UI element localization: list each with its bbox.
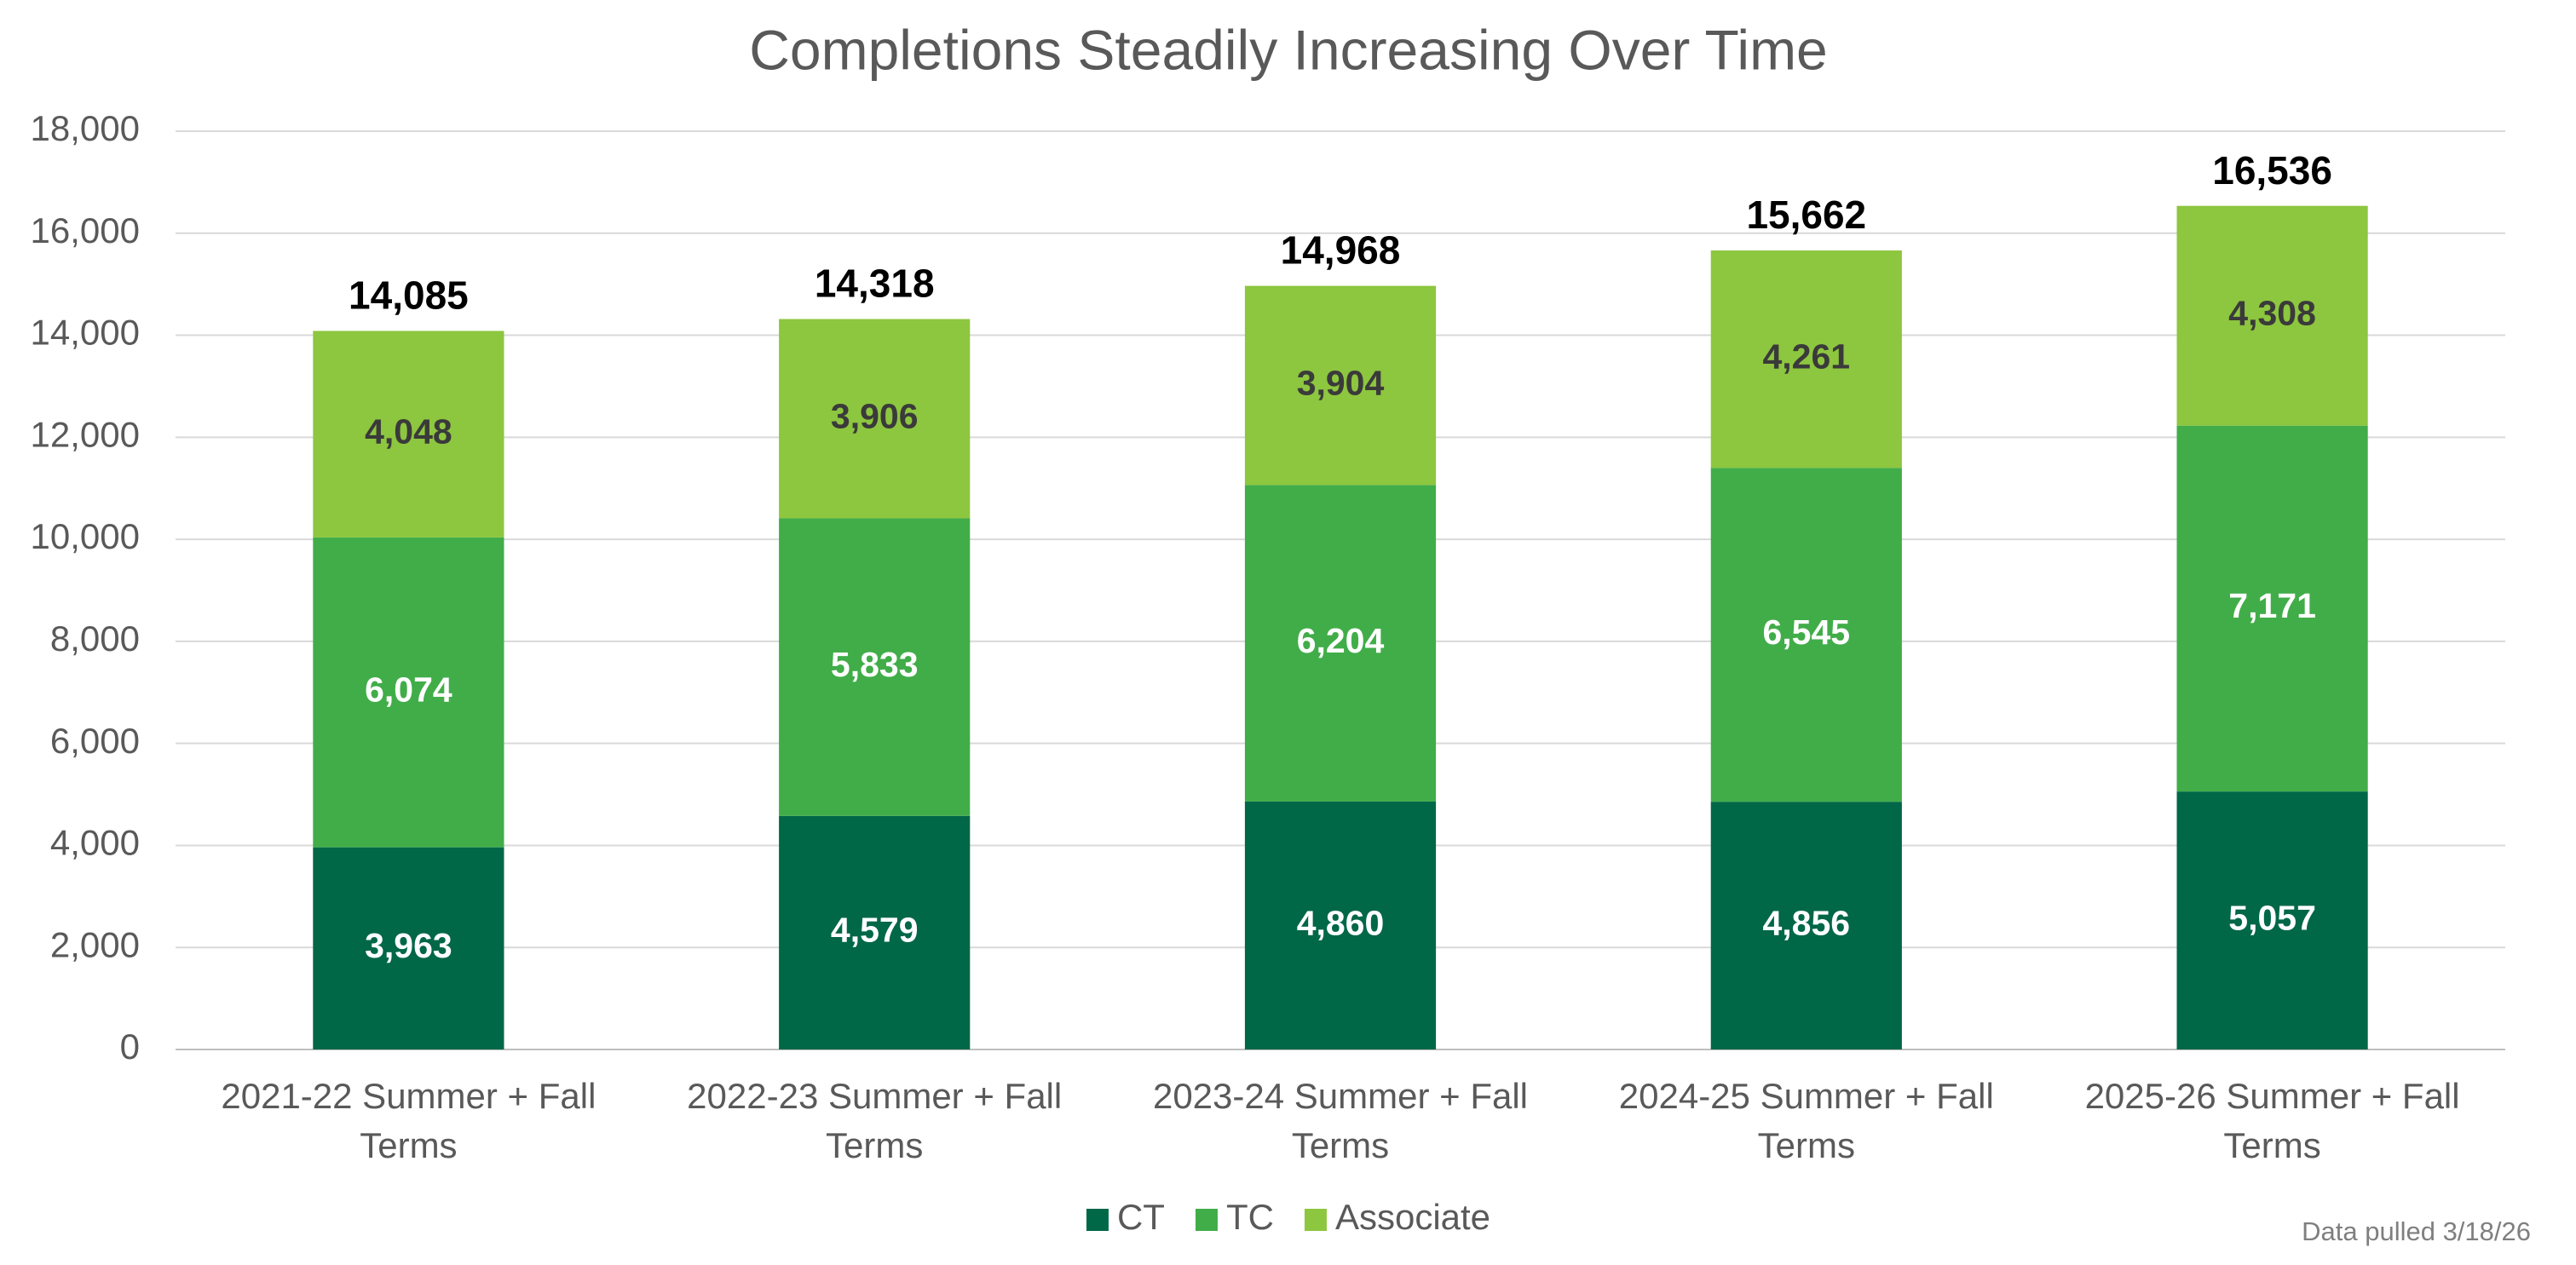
data-label: 4,308 xyxy=(2228,294,2316,333)
chart-title: Completions Steadily Increasing Over Tim… xyxy=(749,18,1828,81)
total-label: 14,968 xyxy=(1281,228,1401,273)
data-label: 6,204 xyxy=(1297,621,1385,660)
x-tick-line: 2021-22 Summer + Fall xyxy=(221,1076,596,1116)
y-tick-label: 14,000 xyxy=(31,313,140,353)
data-label: 5,833 xyxy=(831,645,919,684)
x-tick-line: Terms xyxy=(360,1125,457,1165)
total-label: 14,085 xyxy=(349,273,469,318)
x-tick-line: 2025-26 Summer + Fall xyxy=(2085,1076,2460,1116)
x-tick-label: 2021-22 Summer + Fall Terms xyxy=(221,1076,596,1165)
bar-segment xyxy=(313,331,504,538)
y-tick-label: 18,000 xyxy=(31,108,140,148)
bar-segment xyxy=(2176,791,2368,1049)
data-label: 4,856 xyxy=(1762,903,1850,942)
bar-segment xyxy=(2176,205,2368,426)
legend-label: CT xyxy=(1117,1197,1165,1237)
legend-swatch xyxy=(1086,1209,1109,1231)
bar-segment xyxy=(779,319,971,519)
data-label: 7,171 xyxy=(2228,586,2316,625)
bar-segment xyxy=(1710,250,1902,469)
bar-segment xyxy=(779,815,971,1049)
x-tick-label: 2023-24 Summer + Fall Terms xyxy=(1153,1076,1528,1165)
bar-segment xyxy=(1710,802,1902,1049)
bar-segment xyxy=(1244,285,1437,486)
x-tick-line: 2022-23 Summer + Fall xyxy=(687,1076,1062,1116)
y-tick-label: 8,000 xyxy=(50,618,140,658)
y-tick-label: 12,000 xyxy=(31,414,140,454)
total-label: 14,318 xyxy=(815,262,935,306)
total-label: 16,536 xyxy=(2212,148,2332,193)
x-tick-line: 2023-24 Summer + Fall xyxy=(1153,1076,1528,1116)
x-tick-line: 2024-25 Summer + Fall xyxy=(1619,1076,1994,1116)
x-tick-line: Terms xyxy=(1758,1125,1855,1165)
legend-swatch xyxy=(1195,1209,1218,1231)
x-tick-line: Terms xyxy=(826,1125,923,1165)
x-tick-label: 2022-23 Summer + Fall Terms xyxy=(687,1076,1062,1165)
legend-label: Associate xyxy=(1335,1197,1490,1237)
data-label: 4,579 xyxy=(831,911,919,950)
data-label: 6,545 xyxy=(1762,612,1850,652)
bar-segment xyxy=(1710,468,1902,802)
bar-segment xyxy=(2176,425,2368,792)
data-label: 3,906 xyxy=(831,396,919,435)
y-tick-label: 6,000 xyxy=(50,721,140,761)
data-label: 6,074 xyxy=(365,670,452,710)
x-tick-label: 2025-26 Summer + Fall Terms xyxy=(2085,1076,2460,1165)
y-tick-label: 0 xyxy=(120,1026,140,1067)
data-label: 5,057 xyxy=(2228,898,2316,937)
data-label: 4,048 xyxy=(365,412,452,451)
bar-segment xyxy=(779,518,971,816)
data-label: 3,904 xyxy=(1297,363,1385,402)
y-tick-label: 16,000 xyxy=(31,210,140,250)
legend-swatch xyxy=(1304,1209,1327,1231)
annotation: Data pulled 3/18/26 xyxy=(2302,1216,2531,1246)
x-tick-label: 2024-25 Summer + Fall Terms xyxy=(1619,1076,1994,1165)
y-tick-label: 4,000 xyxy=(50,823,140,863)
bar-segment xyxy=(313,537,504,848)
x-tick-line: Terms xyxy=(1292,1125,1389,1165)
total-label: 15,662 xyxy=(1746,193,1866,237)
data-label: 4,860 xyxy=(1297,903,1385,942)
y-tick-label: 10,000 xyxy=(31,516,140,556)
x-tick-line: Terms xyxy=(2223,1125,2320,1165)
data-label: 4,261 xyxy=(1762,336,1850,376)
bar-segment xyxy=(1244,485,1437,802)
bar-segment xyxy=(313,847,504,1049)
bar-segment xyxy=(1244,801,1437,1049)
legend-label: TC xyxy=(1226,1197,1274,1237)
legend: CT TC Associate xyxy=(1086,1197,1490,1237)
data-label: 3,963 xyxy=(365,926,452,965)
y-tick-label: 2,000 xyxy=(50,924,140,964)
